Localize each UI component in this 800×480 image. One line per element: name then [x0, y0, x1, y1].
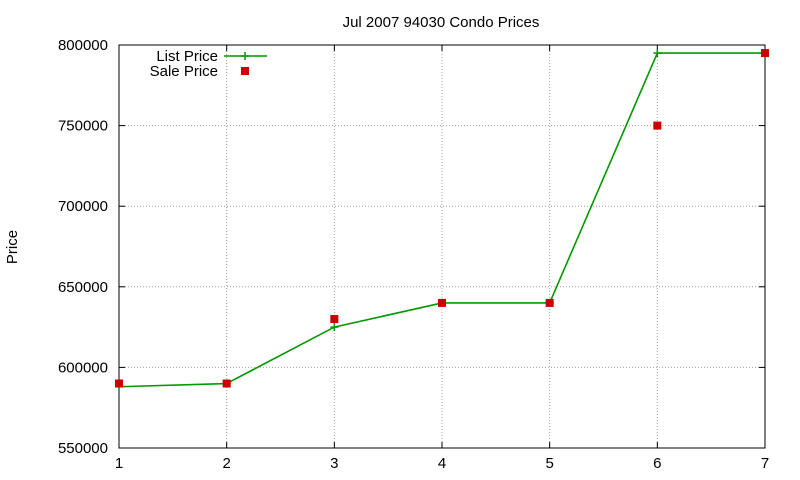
y-tick-label: 750000 — [58, 118, 108, 135]
sale-price-point — [115, 379, 123, 388]
grid-lines — [119, 45, 765, 448]
series-layer — [115, 49, 769, 391]
y-tick-label: 600000 — [58, 359, 108, 376]
sale-price-point — [438, 298, 446, 307]
sale-price-point — [761, 49, 769, 58]
y-tick-label: 650000 — [58, 279, 108, 296]
chart-title: Jul 2007 94030 Condo Prices — [343, 14, 540, 31]
series-1 — [115, 49, 769, 388]
sale-price-point — [330, 315, 339, 324]
x-tick-label: 2 — [222, 455, 230, 472]
x-tick-label: 6 — [653, 455, 661, 472]
y-tick-label: 550000 — [58, 440, 108, 457]
y-axis-label: Price — [4, 230, 21, 264]
axis-ticks: 1 2 3 4 5 6 7 550000 600000 650000 700000 750000 800… — [58, 37, 769, 472]
legend-label: Sale Price — [150, 63, 218, 80]
x-tick-label: 3 — [330, 455, 338, 472]
x-tick-label: 7 — [761, 455, 769, 472]
x-tick-label: 1 — [115, 455, 123, 472]
legend-square-swatch — [241, 67, 249, 75]
sale-price-point — [545, 298, 554, 307]
sale-price-point — [222, 379, 231, 388]
x-tick-label: 4 — [438, 455, 446, 472]
y-tick-label: 800000 — [58, 37, 108, 54]
y-tick-label: 700000 — [58, 198, 108, 215]
sale-price-point — [653, 121, 662, 130]
legend-label: List Price — [156, 48, 218, 65]
x-tick-label: 5 — [545, 455, 553, 472]
